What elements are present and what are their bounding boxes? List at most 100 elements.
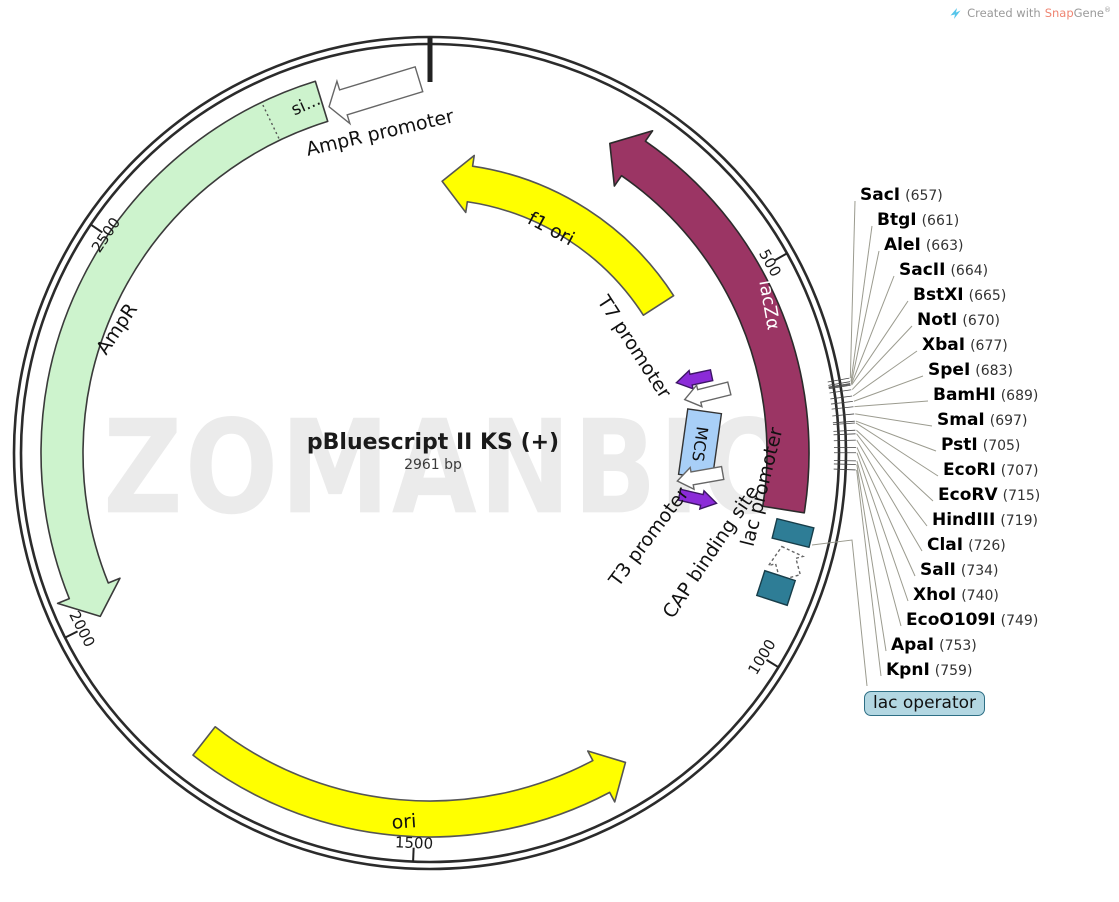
enzyme-leader-line	[854, 400, 929, 408]
feature-lac-promoter-box	[771, 517, 815, 549]
enzyme-site-tick	[833, 463, 856, 465]
enzyme-leader-line	[852, 350, 918, 397]
enzyme-position: (726)	[968, 538, 1006, 554]
enzyme-position: (657)	[905, 188, 943, 204]
enzyme-site-tick	[831, 406, 854, 410]
enzyme-leader-line	[856, 452, 909, 602]
credit-brand-gene: Gene	[1073, 6, 1104, 20]
enzyme-row-EcoO109I: EcoO109I (749)	[906, 610, 1038, 630]
feature-shape-cap-binding-site-box	[755, 569, 797, 607]
enzyme-position: (689)	[1000, 388, 1039, 404]
enzyme-position: (707)	[1000, 463, 1039, 479]
enzyme-name: XbaI	[922, 335, 966, 355]
enzyme-name: SacII	[899, 260, 946, 280]
feature-t7-promoter-arrow	[675, 369, 714, 390]
enzyme-row-ClaI: ClaI (726)	[927, 535, 1006, 555]
tick-500	[774, 252, 788, 262]
enzyme-name: BtgI	[877, 210, 917, 230]
feature-shape-lac-operator-arrow	[766, 545, 806, 582]
tick-1000	[765, 659, 779, 669]
enzyme-site-tick	[828, 384, 851, 390]
enzyme-site-tick	[832, 413, 855, 417]
enzyme-position: (677)	[970, 338, 1008, 354]
enzyme-position: (759)	[934, 663, 973, 679]
enzyme-leader-line	[855, 420, 937, 452]
enzyme-row-HindIII: HindIII (719)	[932, 510, 1038, 530]
enzyme-position: (749)	[1000, 613, 1039, 629]
enzyme-leader-line	[856, 433, 928, 527]
enzyme-site-tick	[828, 383, 851, 389]
enzyme-row-SacII: SacII (664)	[899, 260, 988, 280]
enzyme-row-SpeI: SpeI (683)	[928, 360, 1013, 380]
enzyme-name: ClaI	[927, 535, 964, 555]
enzyme-leader-line	[850, 275, 895, 385]
enzyme-site-tick	[833, 439, 856, 442]
enzyme-site-tick	[833, 429, 856, 432]
feature-divider-ampr	[261, 103, 280, 139]
enzyme-leader-line	[856, 439, 923, 552]
enzyme-row-SmaI: SmaI (697)	[937, 410, 1027, 430]
lac-operator-label: lac operator	[864, 691, 986, 716]
enzyme-row-BstXI: BstXI (665)	[913, 285, 1006, 305]
feature-arc-laczalpha	[609, 129, 810, 514]
feature-t3-primer-arrow	[676, 465, 725, 491]
enzyme-name: SacI	[860, 185, 901, 205]
enzyme-leader-line	[856, 464, 887, 652]
enzyme-position: (661)	[921, 213, 960, 229]
enzyme-row-EcoRV: EcoRV (715)	[938, 485, 1040, 505]
enzyme-name: EcoO109I	[906, 610, 996, 630]
feature-shape-t7-promoter-arrow	[675, 369, 714, 390]
enzyme-name: SpeI	[928, 360, 971, 380]
enzyme-site-tick	[833, 468, 856, 471]
enzyme-position: (719)	[1000, 513, 1038, 529]
enzyme-site-tick	[832, 420, 855, 424]
enzyme-position: (715)	[1002, 488, 1041, 504]
enzyme-name: XhoI	[913, 585, 957, 605]
enzyme-leader-line	[855, 413, 933, 427]
enzyme-leader-line	[849, 200, 856, 378]
feature-t3-promoter-arrow	[677, 488, 718, 511]
enzyme-position: (683)	[975, 363, 1013, 379]
registered-mark: ®	[1104, 6, 1111, 15]
plasmid-name: pBluescript II KS (+)	[306, 430, 560, 455]
enzyme-site-tick	[828, 383, 851, 388]
enzyme-position: (705)	[982, 438, 1021, 454]
enzyme-row-EcoRI: EcoRI (707)	[943, 460, 1038, 480]
enzyme-name: KpnI	[886, 660, 930, 680]
feature-arc-ampr	[40, 80, 329, 618]
feature-lac-operator-arrow	[766, 545, 806, 582]
credit-brand-snap: Snap	[1044, 6, 1074, 20]
enzyme-position: (734)	[960, 563, 999, 579]
snapgene-logo-icon	[950, 7, 961, 19]
feature-shape-t7-primer-arrow	[683, 381, 732, 408]
enzyme-leader-line	[856, 447, 916, 577]
enzyme-row-PstI: PstI (705)	[941, 435, 1020, 455]
enzyme-site-tick	[827, 377, 850, 383]
enzyme-leader-line	[850, 225, 873, 382]
enzyme-name: HindIII	[932, 510, 996, 530]
enzyme-site-tick	[829, 389, 852, 394]
enzyme-position: (740)	[961, 588, 999, 604]
enzyme-position: (697)	[989, 413, 1028, 429]
enzyme-leader-line	[856, 429, 934, 502]
enzyme-site-tick	[832, 422, 855, 425]
tick-2000	[64, 630, 79, 639]
enzyme-position: (663)	[925, 238, 964, 254]
feature-ampr-promoter-arrow	[328, 65, 424, 126]
enzyme-row-NotI: NotI (670)	[917, 310, 1000, 330]
enzyme-site-tick	[830, 400, 853, 405]
enzyme-leader-line	[851, 325, 913, 390]
feature-shape-lac-promoter-box	[771, 517, 815, 549]
enzyme-position: (665)	[968, 288, 1007, 304]
enzyme-row-SacI: SacI (657)	[860, 185, 943, 205]
enzyme-name: BstXI	[913, 285, 964, 305]
enzyme-name: BamHI	[933, 385, 996, 405]
enzyme-row-ApaI: ApaI (753)	[891, 635, 977, 655]
enzyme-name: AleI	[884, 235, 921, 255]
feature-shape-ampr-promoter-arrow	[328, 65, 424, 126]
enzyme-name: EcoRI	[943, 460, 996, 480]
feature-shape-t3-primer-arrow	[676, 465, 725, 491]
